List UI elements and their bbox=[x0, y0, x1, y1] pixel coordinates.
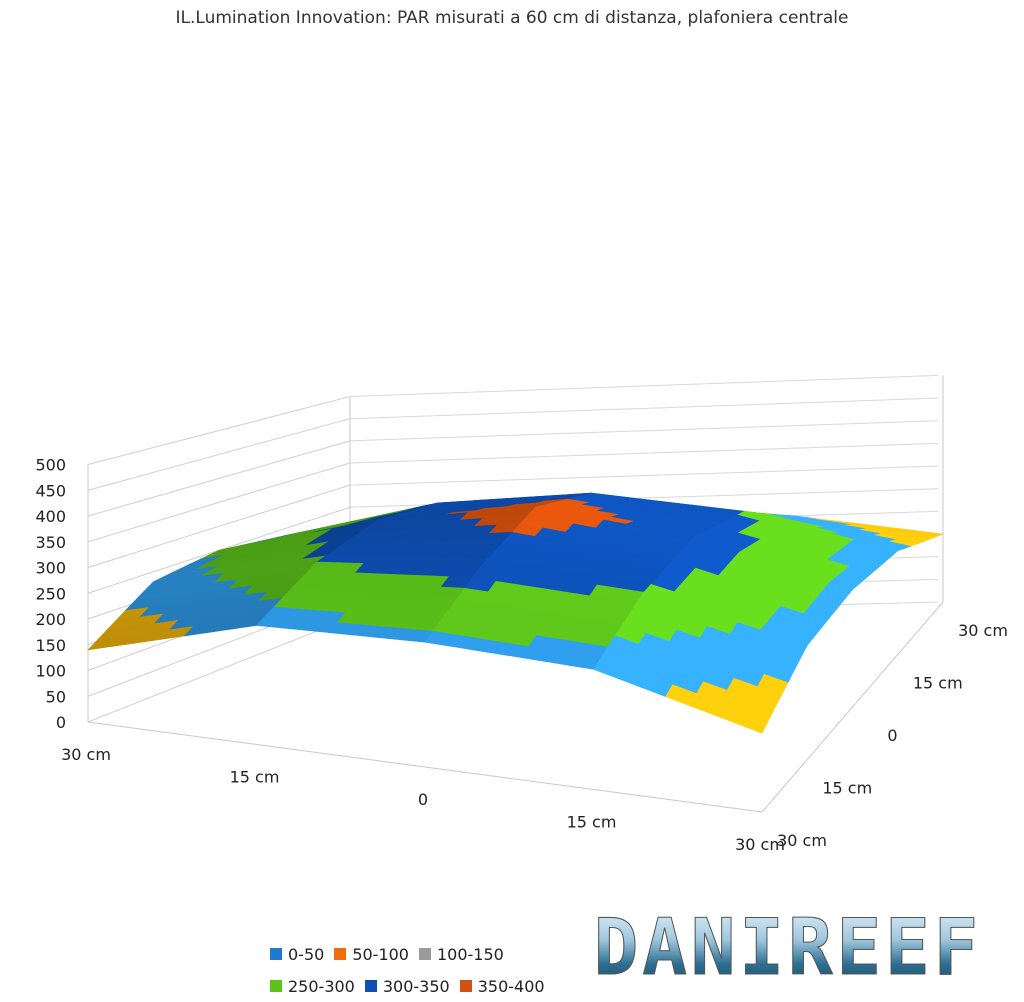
z-tick-label: 150 bbox=[35, 636, 66, 655]
legend-item: 350-400 bbox=[459, 976, 545, 996]
legend: 0-50 50-100 100-150 250-300 300-350 350-… bbox=[270, 938, 570, 1002]
z-tick-label: 100 bbox=[35, 662, 66, 681]
x-tick-label: 15 cm bbox=[567, 813, 617, 832]
z-tick-label: 200 bbox=[35, 610, 66, 629]
axis-ticks: 0 50 100 150 200 250 300 350 400 450 500 30 cm 15 cm… bbox=[35, 456, 1007, 855]
legend-row-1: 0-50 50-100 100-150 bbox=[270, 938, 570, 970]
z-tick-label: 0 bbox=[56, 713, 66, 732]
y-tick-label: 15 cm bbox=[913, 674, 963, 693]
gridline bbox=[349, 374, 939, 398]
y-tick-label: 0 bbox=[887, 726, 897, 745]
legend-label: 250-300 bbox=[288, 976, 355, 996]
surface-patch bbox=[737, 711, 769, 734]
gridline bbox=[87, 418, 351, 491]
gridline bbox=[87, 617, 351, 723]
legend-item: 100-150 bbox=[418, 944, 504, 964]
x-tick-label: 15 cm bbox=[230, 768, 280, 787]
y-tick-label: 30 cm bbox=[777, 831, 827, 850]
legend-swatch bbox=[418, 948, 431, 960]
z-tick-label: 400 bbox=[35, 507, 66, 526]
gridline bbox=[349, 420, 939, 442]
gridline bbox=[349, 465, 939, 486]
x-tick-label: 30 cm bbox=[735, 835, 785, 854]
surface-chart: 0 50 100 150 200 250 300 350 400 450 500 30 cm 15 cm… bbox=[35, 374, 1008, 855]
legend-swatch bbox=[334, 948, 347, 960]
legend-label: 300-350 bbox=[382, 976, 450, 996]
legend-item: 50-100 bbox=[334, 945, 409, 964]
chart-title: IL.Lumination Innovation: PAR misurati a… bbox=[175, 8, 849, 28]
gridline bbox=[349, 397, 939, 420]
legend-label: 0-50 bbox=[288, 944, 325, 964]
z-tick-label: 500 bbox=[35, 456, 66, 475]
z-tick-label: 250 bbox=[35, 584, 66, 603]
legend-item: 0-50 bbox=[270, 945, 324, 964]
danireef-logo: DANIREEF bbox=[568, 908, 1008, 989]
gridline bbox=[87, 440, 351, 517]
z-tick-label: 350 bbox=[35, 533, 66, 552]
gridline bbox=[87, 484, 351, 568]
legend-swatch bbox=[364, 980, 377, 992]
legend-item: 250-300 bbox=[270, 977, 355, 996]
legend-item: 300-350 bbox=[364, 976, 450, 996]
legend-label: 350-400 bbox=[477, 976, 545, 996]
floor-edge bbox=[761, 601, 944, 813]
floor-edge bbox=[87, 721, 763, 813]
gridline bbox=[349, 442, 939, 464]
x-tick-label: 0 bbox=[418, 790, 428, 809]
legend-swatch bbox=[270, 980, 282, 992]
logo-text: DANIREEF bbox=[568, 908, 1008, 989]
z-tick-label: 450 bbox=[35, 481, 66, 500]
x-tick-label: 30 cm bbox=[61, 745, 111, 764]
z-tick-label: 50 bbox=[46, 687, 66, 706]
gridline bbox=[87, 396, 351, 465]
gridline bbox=[87, 462, 351, 543]
legend-swatch bbox=[459, 980, 472, 992]
legend-swatch bbox=[270, 948, 282, 960]
legend-label: 100-150 bbox=[436, 944, 504, 964]
surface-layer bbox=[87, 492, 944, 734]
y-tick-label: 15 cm bbox=[822, 779, 872, 798]
z-tick-label: 300 bbox=[35, 559, 66, 578]
legend-row-2: 250-300 300-350 350-400 bbox=[270, 970, 570, 1002]
legend-label: 50-100 bbox=[352, 944, 409, 964]
y-tick-label: 30 cm bbox=[958, 621, 1008, 640]
